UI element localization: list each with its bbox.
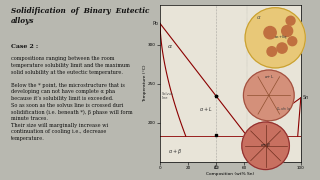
Text: compositions ranging between the room
temperature solubility limit and the maxim: compositions ranging between the room te… (11, 57, 133, 141)
Text: $L$: $L$ (256, 42, 261, 50)
Text: Solvus
line: Solvus line (161, 92, 173, 100)
Circle shape (245, 8, 305, 68)
Circle shape (277, 43, 287, 53)
Text: $\alpha$+L: $\alpha$+L (264, 73, 274, 80)
Text: Solidification  of  Binary  Eutectic
alloys: Solidification of Binary Eutectic alloys (11, 7, 149, 25)
Text: $\Omega_\alpha$ afn lq: $\Omega_\alpha$ afn lq (276, 105, 291, 113)
Circle shape (267, 47, 276, 56)
Text: $\alpha$: $\alpha$ (256, 14, 262, 21)
Text: Pb: Pb (153, 21, 159, 26)
X-axis label: Composition (wt% Sn): Composition (wt% Sn) (206, 172, 254, 176)
Text: $\beta+L$: $\beta+L$ (252, 109, 265, 118)
Text: $\alpha+\beta$: $\alpha+\beta$ (168, 147, 183, 156)
Circle shape (264, 26, 276, 39)
Circle shape (286, 16, 295, 25)
Y-axis label: Temperature (°C): Temperature (°C) (143, 65, 147, 102)
Text: Case 2 :: Case 2 : (11, 44, 38, 49)
Text: $\alpha+L$: $\alpha+L$ (199, 105, 213, 113)
Circle shape (288, 37, 297, 46)
Text: $\alpha_s$+liq: $\alpha_s$+liq (274, 33, 287, 41)
Text: $C_2$: $C_2$ (213, 164, 220, 172)
Text: Sn: Sn (302, 95, 308, 100)
Circle shape (242, 122, 289, 170)
Text: $\alpha$+$\beta$: $\alpha$+$\beta$ (260, 141, 271, 149)
Circle shape (282, 26, 293, 36)
Circle shape (244, 70, 294, 121)
Text: $\alpha$: $\alpha$ (167, 43, 173, 50)
